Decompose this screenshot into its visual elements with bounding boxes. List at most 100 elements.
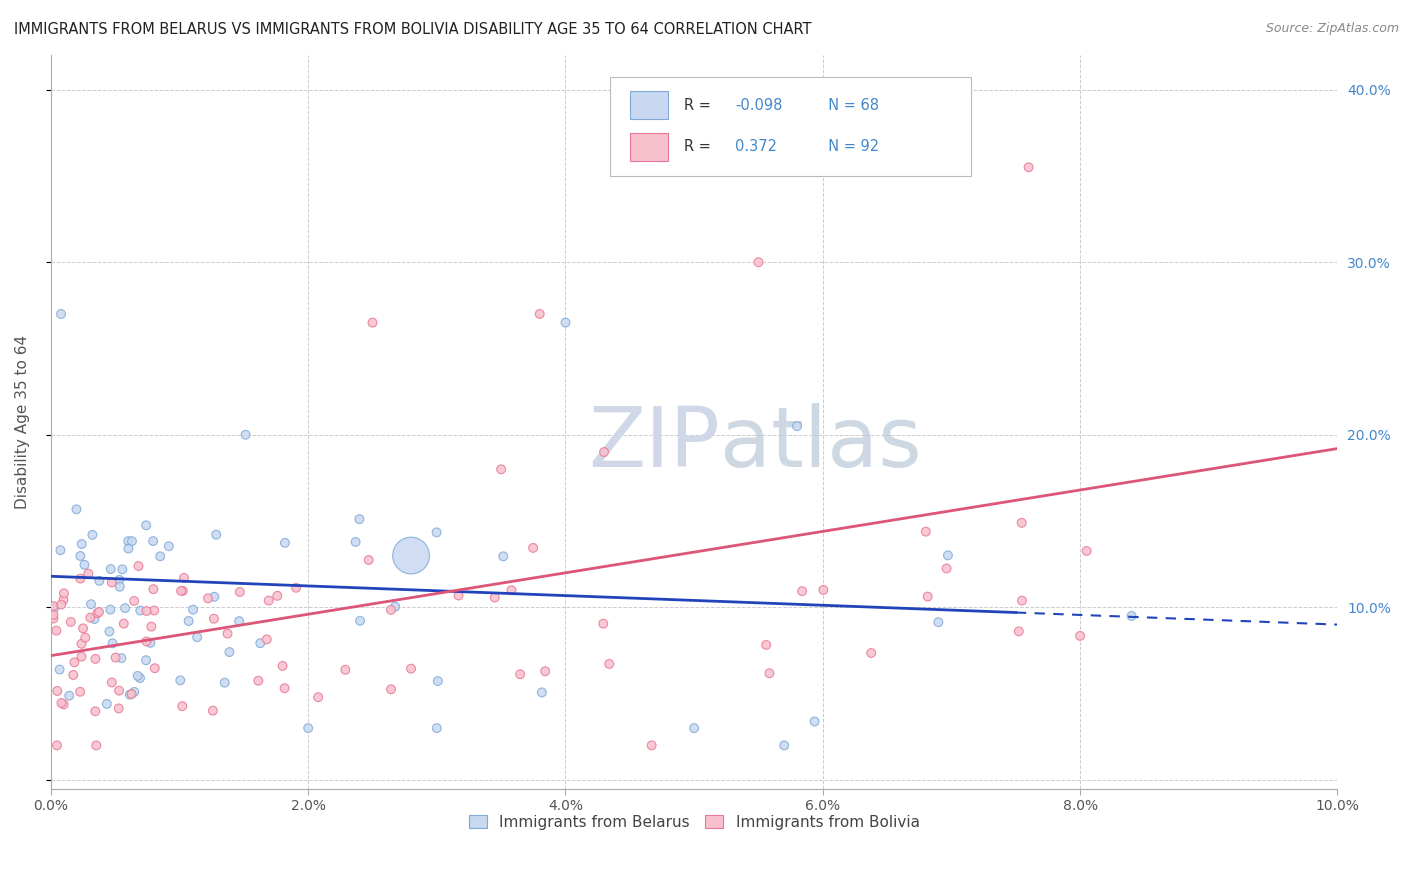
Point [170,583,193,598]
Point [117,541,139,556]
Point [73,558,96,572]
Point [98,624,121,639]
Point [380,603,402,617]
Point [69,549,91,563]
Point [1011,516,1033,530]
Point [42,601,65,615]
Point [399,662,422,676]
Point [172,583,194,598]
Point [349,512,371,526]
Point [142,534,165,549]
Point [297,721,319,735]
Text: R =: R = [683,97,716,112]
Point [79,610,101,624]
Point [747,255,769,269]
Point [169,673,191,688]
Point [128,559,150,574]
Point [202,590,225,604]
Point [65,502,87,516]
Point [790,584,813,599]
Text: ZIP: ZIP [588,403,720,484]
Point [197,591,219,606]
Point [51,696,73,710]
Point [218,645,240,659]
Point [936,549,959,563]
Point [89,574,111,588]
Point [82,528,104,542]
Point [755,638,778,652]
Point [522,541,544,555]
Point [214,675,236,690]
Point [84,739,107,753]
FancyBboxPatch shape [630,133,668,161]
Point [62,668,84,682]
Point [640,739,662,753]
Point [75,631,97,645]
Point [101,575,124,590]
Point [59,615,82,629]
Point [84,704,107,718]
Point [111,562,134,576]
Point [598,657,620,671]
Point [129,603,152,617]
Point [139,636,162,650]
Point [593,445,616,459]
Point [77,566,100,581]
Point [135,604,157,618]
Point [917,590,939,604]
Point [122,594,145,608]
Point [786,419,808,434]
Point [914,524,936,539]
Point [177,614,200,628]
Point [129,671,152,685]
Point [42,607,65,622]
Point [530,685,553,699]
Point [803,714,825,729]
Point [1121,609,1143,624]
Text: IMMIGRANTS FROM BELARUS VS IMMIGRANTS FROM BOLIVIA DISABILITY AGE 35 TO 64 CORRE: IMMIGRANTS FROM BELARUS VS IMMIGRANTS FR… [14,22,811,37]
Point [357,553,380,567]
Point [124,685,146,699]
Point [235,427,257,442]
Point [49,543,72,558]
Point [52,698,75,712]
Point [63,656,86,670]
Point [813,582,835,597]
Point [249,636,271,650]
Point [534,665,557,679]
Point [492,549,515,564]
Point [87,605,110,619]
Point [141,619,163,633]
Point [84,652,107,666]
Point [271,658,294,673]
Point [274,536,297,550]
Point [51,598,73,612]
Point [554,316,576,330]
Text: -0.098: -0.098 [735,97,783,112]
Point [229,585,252,599]
Point [181,602,204,616]
Point [860,646,883,660]
Point [108,683,131,698]
Point [142,582,165,597]
Point [83,612,105,626]
Point [45,624,67,638]
Point [69,572,91,586]
Text: N = 68: N = 68 [818,97,879,112]
Legend: Immigrants from Belarus, Immigrants from Bolivia: Immigrants from Belarus, Immigrants from… [463,809,925,836]
Point [344,535,367,549]
Point [110,651,132,665]
Point [228,614,250,628]
Point [72,621,94,635]
Point [117,534,139,549]
Point [143,661,166,675]
Point [335,663,357,677]
Point [135,653,157,667]
Point [349,614,371,628]
Point [202,612,225,626]
Point [1076,544,1098,558]
Point [100,562,122,576]
Point [1011,593,1033,607]
Point [70,649,93,664]
Point [149,549,172,564]
